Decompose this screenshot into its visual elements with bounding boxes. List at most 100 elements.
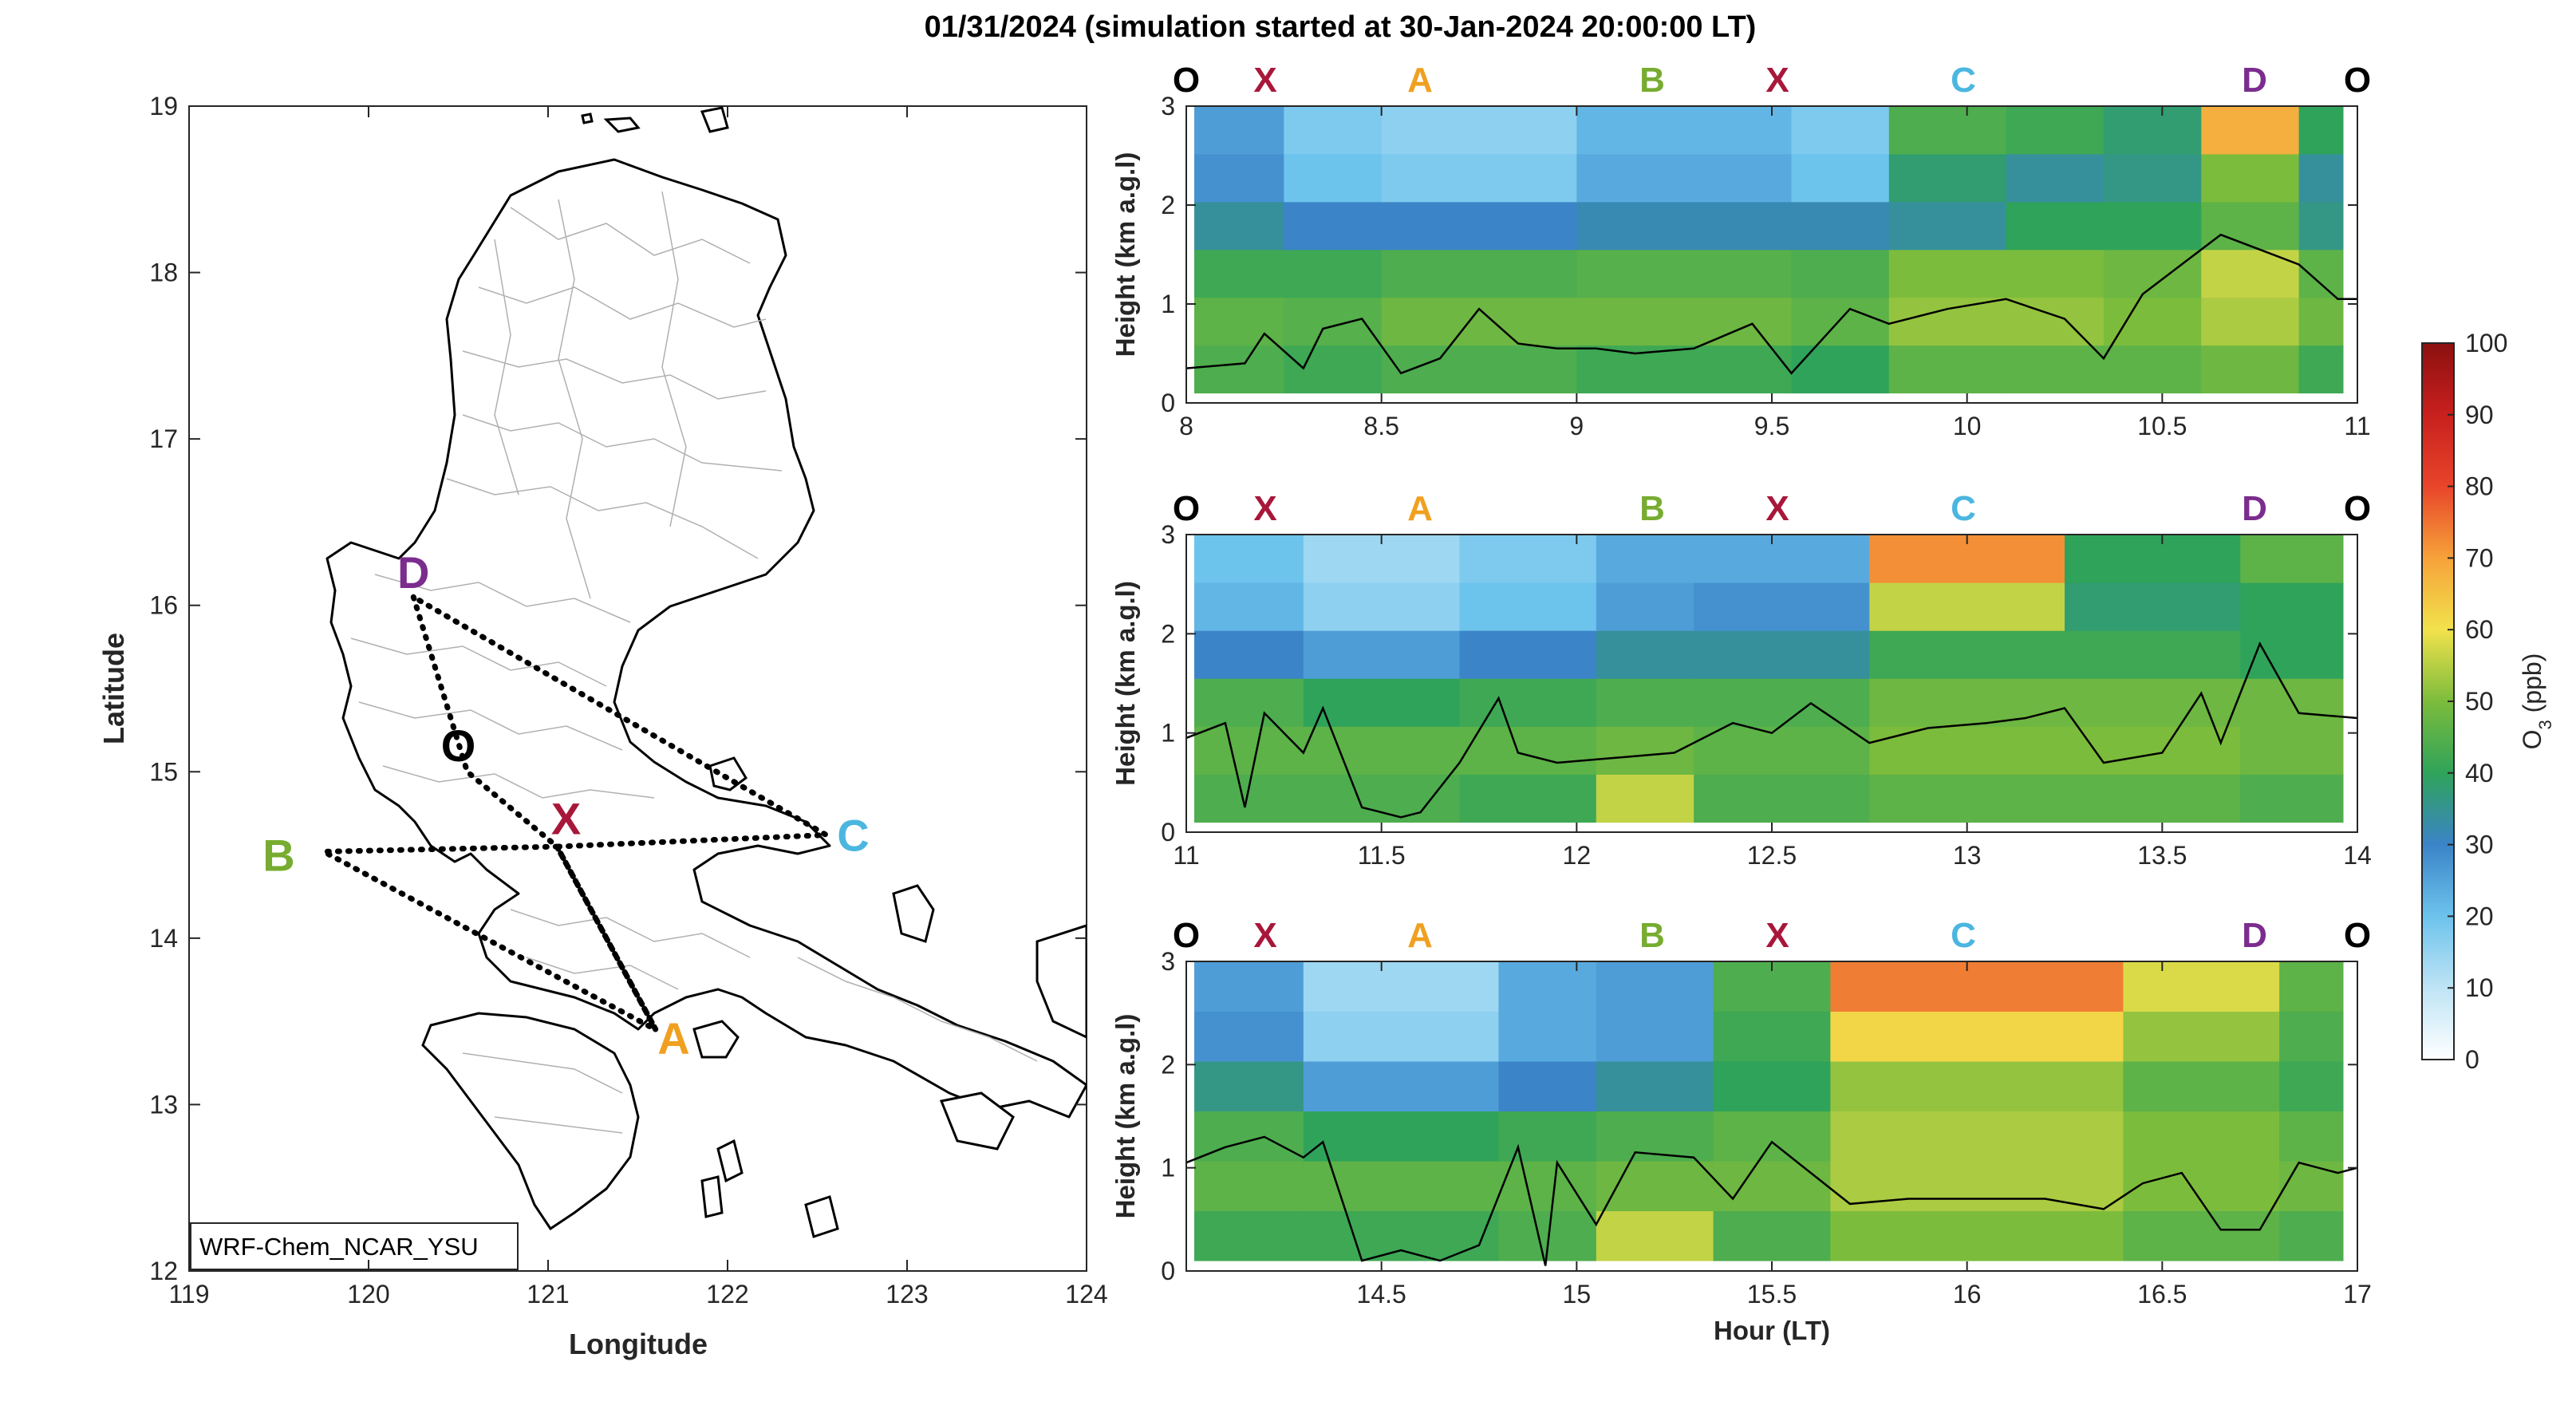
heatmap-cell bbox=[1888, 153, 2007, 203]
map-site-label: X bbox=[551, 794, 581, 844]
heatmap-cell bbox=[1694, 678, 1870, 727]
heatmap-cell bbox=[1596, 582, 1694, 631]
curtain-x-tick-label: 15.5 bbox=[1747, 1280, 1797, 1308]
heatmap-cell bbox=[1303, 582, 1461, 631]
site-marker-label: O bbox=[2344, 489, 2371, 528]
colorbar-tick-label: 90 bbox=[2465, 401, 2494, 429]
curtain-y-tick-label: 2 bbox=[1161, 619, 1175, 648]
heatmap-cell bbox=[1694, 582, 1870, 631]
fuga-island-shape bbox=[581, 112, 594, 124]
site-labels: D O X C B A bbox=[262, 547, 869, 1064]
curtain-x-tick-label: 12.5 bbox=[1747, 841, 1797, 870]
curtain-y-tick-label: 1 bbox=[1161, 719, 1175, 748]
heatmap-cell bbox=[1303, 1061, 1499, 1112]
colorbar-tick-label: 30 bbox=[2465, 831, 2494, 859]
map-x-tick-label: 120 bbox=[347, 1280, 389, 1308]
heatmap-cell bbox=[2065, 535, 2241, 583]
curtain-ylabel: Height (km a.g.l) bbox=[1110, 581, 1140, 786]
map-y-tick-label: 13 bbox=[149, 1090, 178, 1119]
heatmap-cell bbox=[2240, 774, 2344, 823]
heatmap-cell bbox=[1888, 249, 2007, 298]
heatmap-cell bbox=[2279, 1111, 2344, 1162]
site-marker-label: O bbox=[2344, 916, 2371, 955]
heatmap-cell bbox=[1830, 1210, 2124, 1261]
heatmap-cell bbox=[1888, 297, 2007, 346]
heatmap-cell bbox=[1791, 153, 1890, 203]
map-site-label: B bbox=[262, 831, 294, 881]
heatmap-cell bbox=[1498, 1161, 1597, 1212]
heatmap-cell bbox=[1830, 1011, 2124, 1062]
heatmap-cell bbox=[1869, 726, 2065, 775]
heatmap-cell bbox=[1596, 1061, 1714, 1112]
heatmap-cell bbox=[2298, 297, 2344, 346]
heatmap-cell bbox=[1713, 1011, 1831, 1062]
heatmap-cell bbox=[1498, 1011, 1597, 1062]
map-x-tick-label: 122 bbox=[706, 1280, 748, 1308]
heatmap-cell bbox=[1596, 1011, 1714, 1062]
heatmap-cell bbox=[1303, 961, 1499, 1012]
heatmap-cell bbox=[2123, 1011, 2280, 1062]
heatmap-cell bbox=[1284, 201, 1383, 251]
heatmap-cell bbox=[2298, 153, 2344, 203]
heatmap-cell bbox=[1194, 106, 1284, 155]
heatmap-cell bbox=[1194, 201, 1284, 251]
heatmap-cell bbox=[2103, 106, 2202, 155]
heatmap-cell bbox=[1713, 1061, 1831, 1112]
heatmap-cell bbox=[1791, 201, 1890, 251]
heatmap-cell bbox=[2123, 1111, 2280, 1162]
heatmap-cell bbox=[1194, 961, 1304, 1012]
colorbar-tick-label: 70 bbox=[2465, 543, 2494, 572]
model-label-box bbox=[190, 1222, 519, 1270]
heatmap-cell bbox=[1194, 1061, 1304, 1112]
site-marker-label: X bbox=[1765, 916, 1789, 955]
heatmap-cell bbox=[1596, 1210, 1714, 1261]
heatmap-cell bbox=[2103, 345, 2202, 394]
curtain-x-tick-label: 14.5 bbox=[1357, 1280, 1406, 1308]
heatmap-cell bbox=[1194, 1161, 1304, 1212]
site-marker-label: X bbox=[1253, 916, 1276, 955]
map-x-tick-label: 119 bbox=[168, 1280, 209, 1308]
site-marker-label: C bbox=[1951, 61, 1976, 100]
heatmap-cell bbox=[1694, 726, 1870, 775]
curtain-y-tick-label: 1 bbox=[1161, 1154, 1175, 1182]
curtain-x-tick-label: 10.5 bbox=[2137, 412, 2187, 440]
site-marker-label: D bbox=[2242, 916, 2267, 955]
heatmap-cell bbox=[2006, 106, 2105, 155]
heatmap-cell bbox=[2201, 249, 2300, 298]
islet-shape bbox=[716, 1139, 744, 1183]
curtain-y-tick-label: 0 bbox=[1161, 818, 1175, 847]
heatmap-cell bbox=[1303, 630, 1461, 679]
site-marker-label: D bbox=[2242, 61, 2267, 100]
catanduanes-island-shape bbox=[892, 884, 935, 943]
heatmap-cell bbox=[1596, 961, 1714, 1012]
heatmap-cell bbox=[1596, 1111, 1714, 1162]
masbate-island-shape bbox=[939, 1091, 1015, 1151]
map-x-ticks: 119 120 121 122 123 124 bbox=[168, 106, 1108, 1308]
heatmap-cell bbox=[1830, 1111, 2124, 1162]
marinduque-island-shape bbox=[692, 1020, 740, 1059]
heatmap-cell bbox=[1194, 1210, 1304, 1261]
heatmap-cell bbox=[1381, 297, 1577, 346]
map-x-tick-label: 121 bbox=[527, 1280, 569, 1308]
map-y-tick-label: 15 bbox=[149, 757, 178, 786]
heatmap-cell bbox=[1303, 774, 1461, 823]
heatmap-cell bbox=[1791, 297, 1890, 346]
heatmap-cell bbox=[1713, 1210, 1831, 1261]
site-marker-label: X bbox=[1765, 61, 1789, 100]
pbl-height-line bbox=[1185, 1135, 2358, 1266]
site-marker-label: B bbox=[1639, 916, 1665, 955]
heatmap-cell bbox=[2298, 201, 2344, 251]
heatmap-cell bbox=[1498, 961, 1597, 1012]
heatmap-cell bbox=[1713, 1161, 1831, 1212]
curtain-x-tick-label: 8.5 bbox=[1363, 412, 1398, 440]
site-marker-label: B bbox=[1639, 489, 1665, 528]
islet-shape bbox=[700, 1175, 724, 1218]
heatmap-cell bbox=[1498, 1061, 1597, 1112]
map-y-tick-label: 18 bbox=[149, 259, 178, 287]
heatmap-cell bbox=[1284, 249, 1383, 298]
colorbar-tick-label: 50 bbox=[2465, 687, 2494, 716]
heatmap-cell bbox=[1596, 774, 1694, 823]
heatmap-cell bbox=[1713, 1111, 1831, 1162]
curtain-ylabel: Height (km a.g.l) bbox=[1110, 1014, 1140, 1219]
